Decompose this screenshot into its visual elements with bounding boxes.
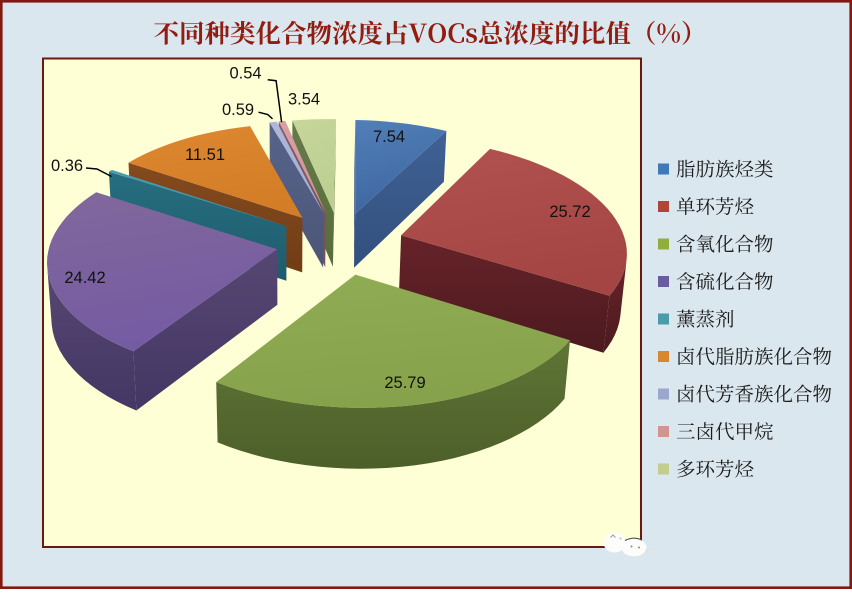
svg-text:11.51: 11.51 bbox=[185, 146, 225, 164]
svg-text:0.54: 0.54 bbox=[229, 65, 261, 83]
svg-text:0.59: 0.59 bbox=[222, 101, 254, 119]
svg-text:25.79: 25.79 bbox=[384, 374, 425, 392]
svg-text:0.36: 0.36 bbox=[51, 157, 83, 175]
svg-text:24.42: 24.42 bbox=[64, 269, 105, 287]
svg-text:3.54: 3.54 bbox=[288, 91, 320, 109]
svg-text:25.72: 25.72 bbox=[549, 203, 590, 221]
svg-text:7.54: 7.54 bbox=[373, 128, 405, 146]
